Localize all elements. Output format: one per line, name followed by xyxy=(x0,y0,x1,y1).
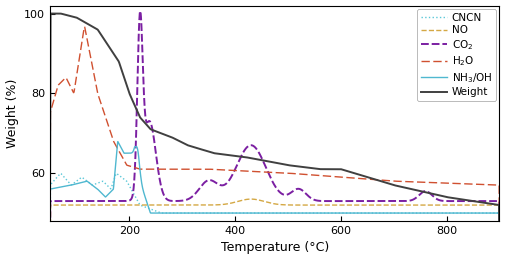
NO xyxy=(219,203,225,206)
CO$_2$ xyxy=(239,153,245,156)
H$_2$O xyxy=(81,25,87,28)
Line: NH$_3$/OH: NH$_3$/OH xyxy=(50,142,499,260)
Weight xyxy=(488,202,494,205)
NH$_3$/OH xyxy=(439,211,445,214)
NH$_3$/OH xyxy=(488,211,494,214)
H$_2$O xyxy=(439,181,445,185)
Weight xyxy=(125,88,131,91)
CNCN xyxy=(220,211,226,214)
NO xyxy=(248,198,254,201)
NO xyxy=(488,204,494,207)
CNCN xyxy=(58,172,64,175)
CNCN xyxy=(488,211,494,214)
NO xyxy=(125,204,131,207)
Weight xyxy=(47,211,53,214)
NH$_3$/OH xyxy=(239,211,245,214)
NH$_3$/OH xyxy=(125,152,131,155)
NH$_3$/OH xyxy=(115,140,121,143)
CNCN xyxy=(439,211,445,214)
Weight xyxy=(439,194,445,198)
H$_2$O xyxy=(98,103,105,106)
Legend: CNCN, NO, CO$_2$, H$_2$O, NH$_3$/OH, Weight: CNCN, NO, CO$_2$, H$_2$O, NH$_3$/OH, Wei… xyxy=(417,9,496,101)
H$_2$O xyxy=(488,183,494,186)
CO$_2$ xyxy=(137,10,143,13)
Weight xyxy=(220,153,226,156)
CO$_2$ xyxy=(220,184,226,187)
NO xyxy=(239,199,245,202)
Line: H$_2$O: H$_2$O xyxy=(50,27,499,260)
CO$_2$ xyxy=(496,252,502,256)
Weight xyxy=(239,155,245,158)
CO$_2$ xyxy=(488,199,494,203)
Line: NO: NO xyxy=(50,199,499,260)
Y-axis label: Weight (%): Weight (%) xyxy=(6,79,19,148)
H$_2$O xyxy=(125,164,131,167)
CNCN xyxy=(125,182,131,185)
Line: CO$_2$: CO$_2$ xyxy=(50,11,499,260)
NO xyxy=(98,204,104,207)
CNCN xyxy=(239,211,245,214)
Line: CNCN: CNCN xyxy=(50,173,499,260)
CO$_2$ xyxy=(125,199,131,202)
H$_2$O xyxy=(220,168,226,171)
Weight xyxy=(47,12,54,15)
Line: Weight: Weight xyxy=(50,14,499,260)
X-axis label: Temperature (°C): Temperature (°C) xyxy=(221,242,329,255)
Weight xyxy=(98,34,105,37)
NO xyxy=(439,204,445,207)
H$_2$O xyxy=(496,259,502,260)
CO$_2$ xyxy=(439,199,445,202)
NH$_3$/OH xyxy=(220,211,226,214)
H$_2$O xyxy=(239,169,245,172)
NH$_3$/OH xyxy=(98,191,104,194)
CO$_2$ xyxy=(98,199,104,203)
CNCN xyxy=(98,180,105,183)
